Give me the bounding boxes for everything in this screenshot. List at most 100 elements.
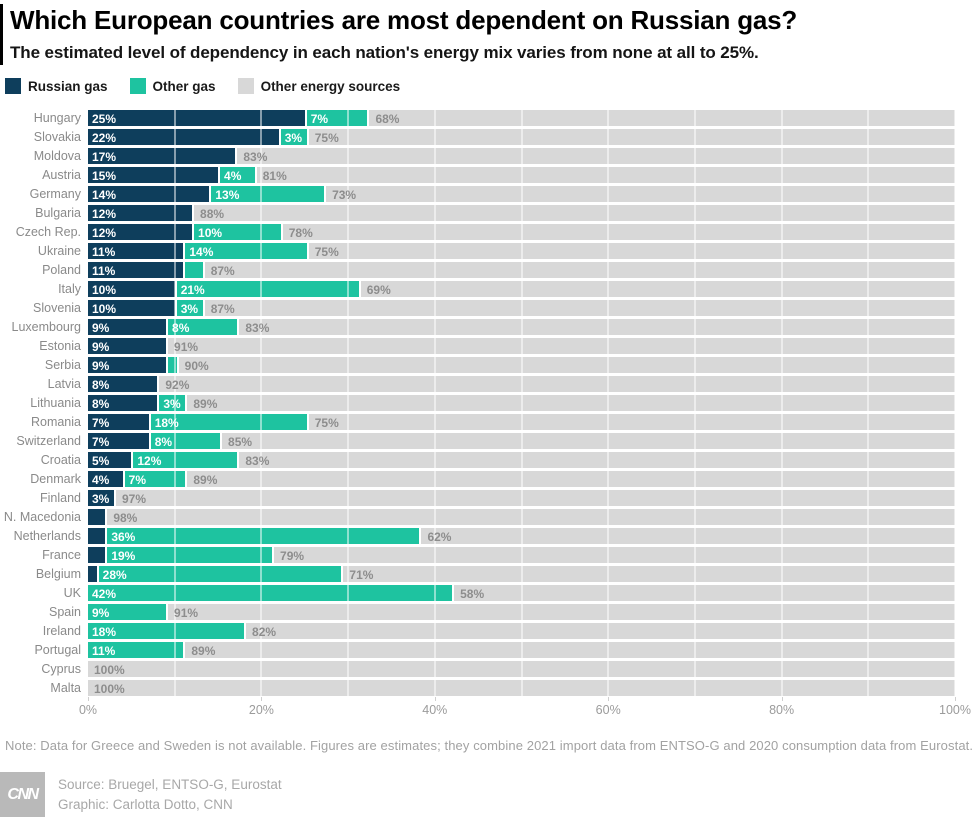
- other-energy-segment: 68%: [369, 110, 955, 126]
- other-energy-swatch: [237, 78, 254, 94]
- segment-value-label: 87%: [210, 302, 235, 316]
- russian-gas-segment: [88, 566, 97, 582]
- other-energy-segment: 83%: [239, 452, 955, 468]
- axis-tick-label: 80%: [769, 703, 795, 717]
- bar-track: 28% 71%: [88, 566, 955, 582]
- legend-item: Other energy sources: [237, 78, 400, 94]
- country-label: Czech Rep.: [15, 225, 81, 239]
- axis-tick-mark: [88, 697, 89, 701]
- bar-track: 9% 8% 83%: [88, 319, 955, 335]
- russian-gas-segment: 8%: [88, 395, 158, 411]
- russian-gas-segment: 10%: [88, 281, 175, 297]
- axis-tick-label: 0%: [78, 703, 98, 717]
- bar-track: 100%: [88, 661, 955, 677]
- country-row: France 19% 79%: [0, 547, 955, 563]
- other-gas-segment: 4%: [220, 167, 255, 183]
- axis-tick-label: 20%: [248, 703, 274, 717]
- country-label: Switzerland: [16, 434, 81, 448]
- country-label: Poland: [42, 263, 81, 277]
- country-row: Switzerland 7% 8% 85%: [0, 433, 955, 449]
- bar-track: 4% 7% 89%: [88, 471, 955, 487]
- segment-value-label: 21%: [180, 283, 205, 297]
- russian-gas-segment: 3%: [88, 490, 114, 506]
- country-label: N. Macedonia: [3, 510, 81, 524]
- country-label: Netherlands: [13, 529, 81, 543]
- segment-value-label: 15%: [92, 169, 117, 183]
- russian-gas-segment: 11%: [88, 262, 184, 278]
- segment-value-label: 12%: [92, 226, 117, 240]
- country-row: Lithuania 8% 3% 89%: [0, 395, 955, 411]
- other-energy-segment: 98%: [107, 509, 955, 525]
- segment-value-label: 87%: [210, 264, 235, 278]
- segment-value-label: 8%: [172, 321, 190, 335]
- segment-value-label: 18%: [92, 625, 117, 639]
- other-gas-segment: 8%: [150, 433, 221, 449]
- segment-value-label: 7%: [128, 473, 147, 487]
- chart-note: Note: Data for Greece and Sweden is not …: [5, 738, 974, 753]
- segment-value-label: 58%: [460, 587, 485, 601]
- x-axis: 0% 20% 40% 60% 80% 100%: [79, 696, 971, 720]
- russian-gas-segment: [88, 509, 106, 525]
- bar-track: 19% 79%: [88, 547, 955, 563]
- segment-value-label: 9%: [92, 606, 110, 620]
- other-energy-segment: 100%: [88, 661, 955, 677]
- legend-item: Russian gas: [5, 78, 108, 94]
- segment-value-label: 42%: [92, 587, 117, 601]
- other-energy-segment: 92%: [159, 376, 955, 392]
- segment-value-label: 14%: [92, 188, 117, 202]
- russian-gas-segment: 15%: [88, 167, 219, 183]
- segment-value-label: 3%: [180, 302, 199, 316]
- legend: Russian gas Other gas Other energy sources: [5, 78, 980, 94]
- segment-value-label: 9%: [92, 340, 110, 354]
- segment-value-label: 12%: [92, 207, 117, 221]
- segment-value-label: 75%: [314, 416, 339, 430]
- bar-track: 12% 88%: [88, 205, 955, 221]
- other-gas-segment: 7%: [306, 110, 368, 126]
- other-gas-segment: 13%: [211, 186, 325, 202]
- russian-gas-segment: 7%: [88, 433, 149, 449]
- other-energy-segment: 81%: [256, 167, 955, 183]
- segment-value-label: 85%: [228, 435, 253, 449]
- segment-value-label: 18%: [154, 416, 179, 430]
- segment-value-label: 8%: [92, 397, 110, 411]
- other-gas-segment: 12%: [133, 452, 238, 468]
- other-gas-segment: 14%: [185, 243, 307, 259]
- russian-gas-segment: 12%: [88, 205, 193, 221]
- country-label: Austria: [42, 168, 81, 182]
- country-row: Slovakia 22% 3% 75%: [0, 129, 955, 145]
- country-row: Cyprus 100%: [0, 661, 955, 677]
- segment-value-label: 100%: [94, 682, 125, 696]
- segment-value-label: 5%: [92, 454, 110, 468]
- country-label: Finland: [40, 491, 81, 505]
- segment-value-label: 7%: [92, 416, 110, 430]
- segment-value-label: 97%: [122, 492, 147, 506]
- country-row: Denmark 4% 7% 89%: [0, 471, 955, 487]
- other-energy-segment: 91%: [168, 604, 955, 620]
- country-row: Luxembourg 9% 8% 83%: [0, 319, 955, 335]
- other-energy-segment: 75%: [308, 129, 955, 145]
- segment-value-label: 17%: [92, 150, 117, 164]
- cnn-russian-gas-graphic: { "header": { "title": "Which European c…: [0, 4, 980, 822]
- axis-tick-label: 100%: [939, 703, 971, 717]
- country-label: Croatia: [40, 453, 81, 467]
- other-energy-segment: 90%: [178, 357, 955, 373]
- russian-gas-segment: 22%: [88, 129, 279, 145]
- other-gas-segment: 18%: [88, 623, 245, 639]
- bar-track: 8% 3% 89%: [88, 395, 955, 411]
- country-row: N. Macedonia 98%: [0, 509, 955, 525]
- segment-value-label: 28%: [102, 568, 127, 582]
- segment-value-label: 75%: [314, 131, 339, 145]
- other-gas-segment: 10%: [194, 224, 281, 240]
- russian-gas-segment: 17%: [88, 148, 236, 164]
- axis-tick-label: 60%: [595, 703, 621, 717]
- axis-tick-mark: [608, 697, 610, 701]
- other-gas-segment: 8%: [168, 319, 238, 335]
- bar-track: 7% 8% 85%: [88, 433, 955, 449]
- country-label: Luxembourg: [11, 320, 82, 334]
- country-row: Belgium 28% 71%: [0, 566, 955, 582]
- country-row: Serbia 9% 90%: [0, 357, 955, 373]
- other-energy-segment: 79%: [274, 547, 955, 563]
- russian-gas-segment: 11%: [88, 243, 184, 259]
- country-row: Estonia 9% 91%: [0, 338, 955, 354]
- legend-label: Russian gas: [28, 78, 108, 94]
